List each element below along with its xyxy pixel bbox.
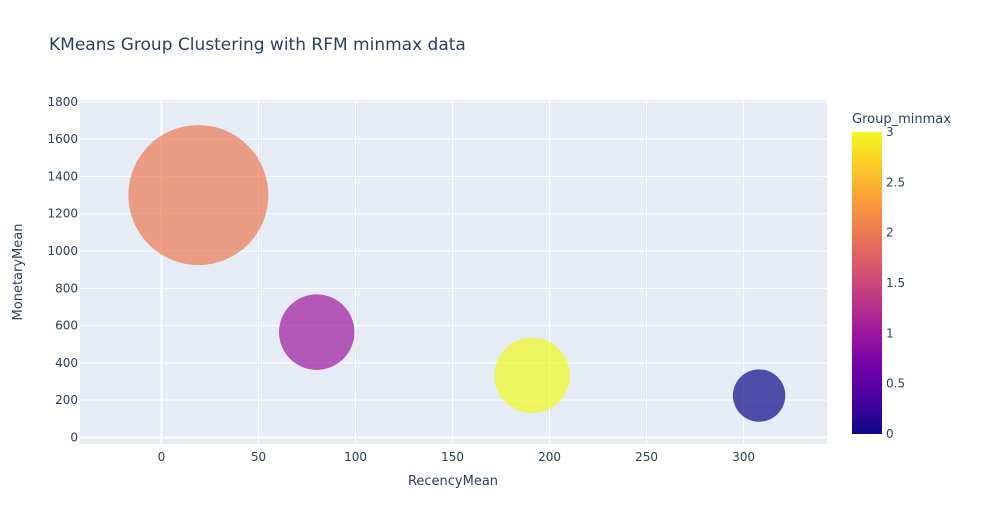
x-tick-label: 100 xyxy=(344,450,367,464)
x-tick-label: 150 xyxy=(441,450,464,464)
bubble-group-2[interactable] xyxy=(128,125,269,266)
y-tick-label: 0 xyxy=(70,430,78,444)
y-tick-label: 1600 xyxy=(47,132,78,146)
y-tick-label: 1000 xyxy=(47,244,78,258)
colorbar-tick-label: 1 xyxy=(886,326,894,340)
x-axis-title: RecencyMean xyxy=(408,474,498,489)
colorbar-tick-label: 1.5 xyxy=(886,276,905,290)
y-tick-label: 800 xyxy=(55,281,78,295)
y-tick-label: 200 xyxy=(55,393,78,407)
y-tick-label: 1200 xyxy=(47,207,78,221)
colorbar-title: Group_minmax xyxy=(852,112,951,127)
colorbar-ticks: 0 0.5 1 1.5 2 2.5 3 xyxy=(886,125,905,441)
x-tick-label: 0 xyxy=(158,450,166,464)
x-tick-label: 250 xyxy=(635,450,658,464)
chart-title: KMeans Group Clustering with RFM minmax … xyxy=(49,35,466,55)
bubbles[interactable] xyxy=(128,125,786,422)
bubble-group-0[interactable] xyxy=(732,369,786,422)
colorbar-tick-label: 2 xyxy=(886,226,894,240)
x-tick-label: 300 xyxy=(732,450,755,464)
colorbar-tick-label: 3 xyxy=(886,125,894,139)
y-tick-label: 600 xyxy=(55,319,78,333)
x-tick-label: 200 xyxy=(538,450,561,464)
gridlines xyxy=(80,100,827,444)
colorbar-tick-label: 0 xyxy=(886,427,894,441)
y-axis-title: MonetaryMean xyxy=(11,224,26,321)
colorbar-tick-label: 0.5 xyxy=(886,377,905,391)
y-tick-label: 400 xyxy=(55,356,78,370)
bubble-group-1[interactable] xyxy=(279,294,355,370)
y-tick-label: 1800 xyxy=(47,95,78,109)
x-tick-label: 50 xyxy=(251,450,266,464)
colorbar xyxy=(852,132,882,434)
tick-labels: 0 50 100 150 200 250 300 0 200 400 600 800 1000 1200 1… xyxy=(47,95,755,464)
bubble-group-3[interactable] xyxy=(494,337,570,414)
y-tick-label: 1400 xyxy=(47,169,78,183)
colorbar-tick-label: 2.5 xyxy=(886,175,905,189)
